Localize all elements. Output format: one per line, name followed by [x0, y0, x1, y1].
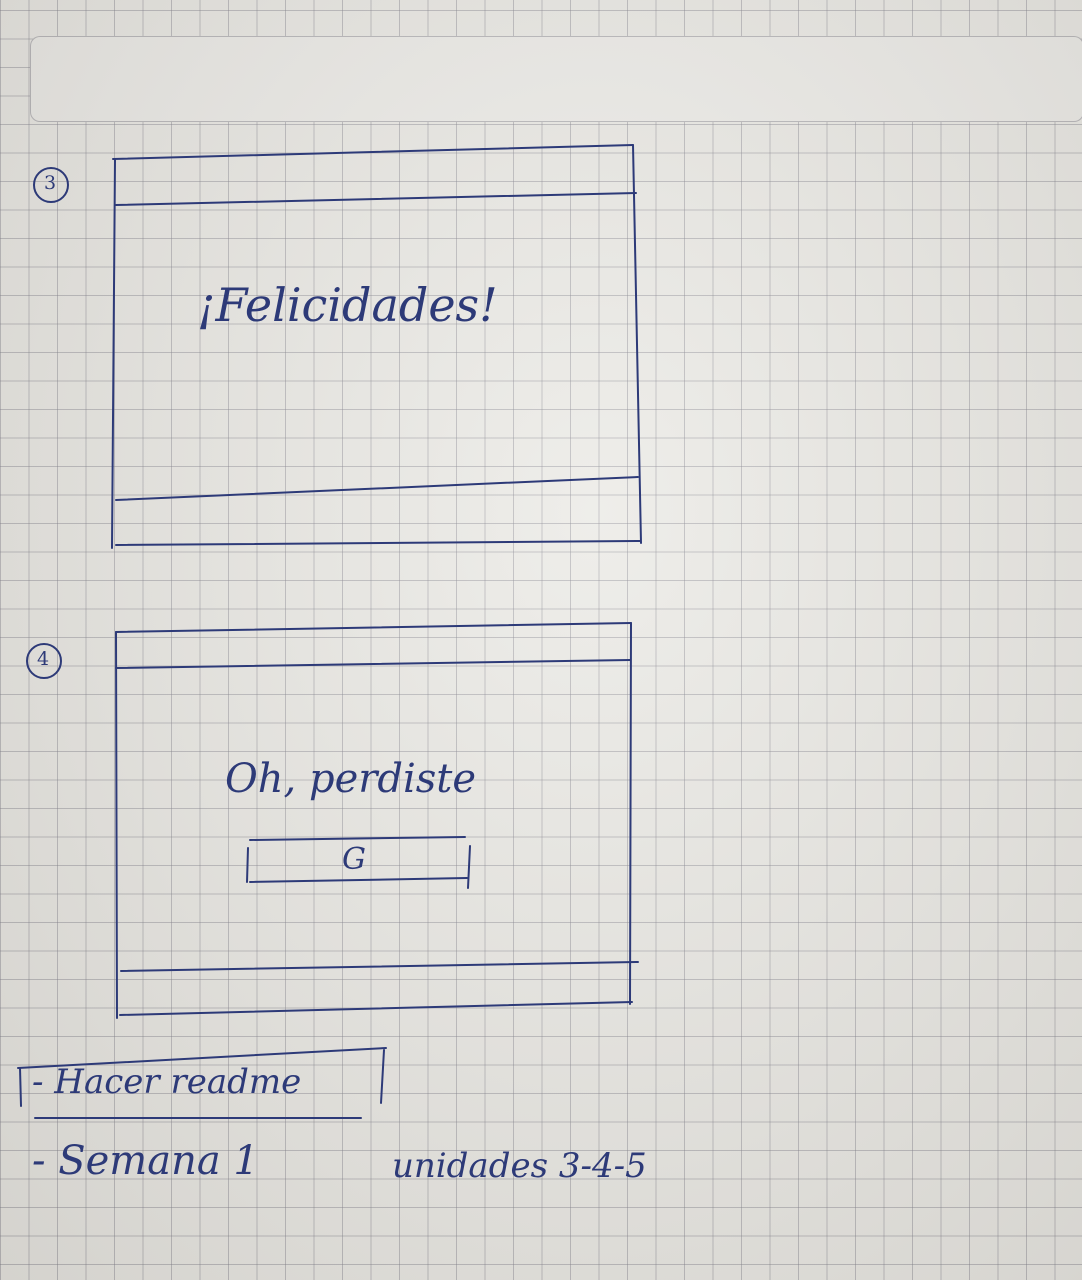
note-semana: - Semana 1 — [32, 1138, 259, 1184]
screen3-frame — [111, 144, 642, 549]
screen3-message: ¡Felicidades! — [197, 278, 498, 332]
note-hacer-readme: - Hacer readme — [32, 1062, 302, 1102]
screen4-message: Oh, perdiste — [225, 756, 477, 802]
note-unidades: unidades 3-4-5 — [392, 1146, 647, 1186]
notes-bracket — [17, 1047, 387, 1119]
screen3-number-circle — [33, 167, 69, 203]
header-field — [30, 36, 1082, 122]
screen3-number: 3 — [44, 172, 57, 194]
screen4-number-circle — [26, 643, 62, 679]
screen4-number: 4 — [37, 648, 50, 670]
screen4-button-outline — [246, 836, 471, 889]
screen4-button-label: G — [342, 842, 366, 877]
screen4-frame — [115, 622, 639, 1019]
